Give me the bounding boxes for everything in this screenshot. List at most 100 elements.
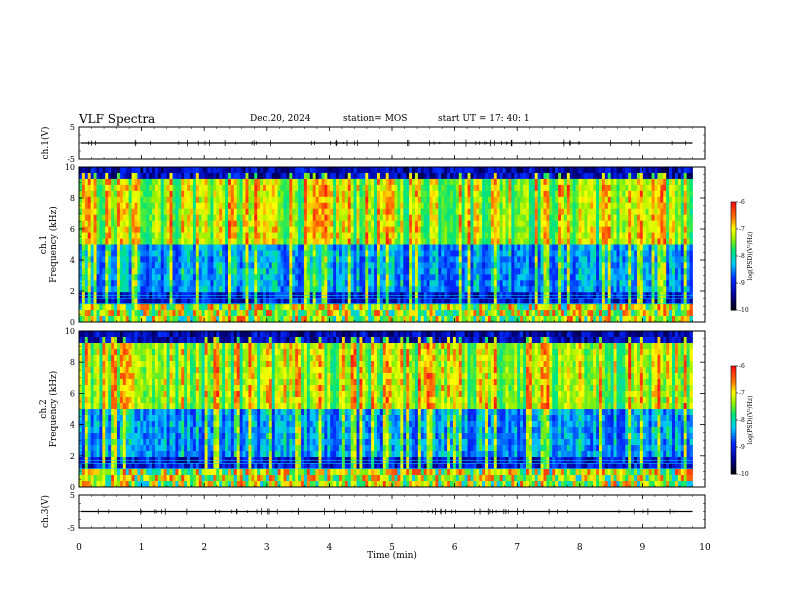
spectrogram-cell (274, 310, 279, 317)
spectrogram-cell (251, 238, 255, 245)
spectrogram-cell (365, 202, 369, 210)
spectrogram-cell (537, 316, 541, 323)
spectrogram-cell (391, 178, 395, 186)
spectrogram-cell (90, 220, 95, 228)
spectrogram-cell (420, 268, 425, 275)
spectrogram-cell (318, 250, 322, 257)
spectrogram-cell (347, 262, 352, 269)
spectrogram-cell (289, 310, 293, 317)
spectrogram-cell (499, 178, 503, 186)
spectrogram-cell (79, 304, 83, 311)
spectrogram-cell (458, 238, 463, 245)
spectrogram-cell (128, 220, 132, 228)
spectrogram-cell (169, 178, 173, 186)
spectrogram-cell (198, 232, 203, 239)
spectrogram-cell (388, 208, 392, 216)
spectrogram-cell (192, 214, 197, 222)
spectrogram-cell (406, 280, 410, 287)
spectrogram-cell (569, 214, 574, 222)
spectrogram-cell (277, 304, 281, 311)
spectrogram-cell (236, 262, 241, 269)
spectrogram-cell (403, 190, 407, 198)
spectrogram-cell (283, 244, 287, 251)
spectrogram-cell (490, 298, 495, 305)
spectrogram-cell (569, 244, 574, 251)
spectrogram-cell (379, 167, 384, 174)
spectrogram-cell (450, 316, 454, 323)
spectrogram-cell (230, 274, 235, 281)
spectrogram-cell (558, 280, 562, 287)
spectrogram-cell (330, 178, 334, 186)
spectrogram-cell (222, 226, 226, 233)
spectrogram-cell (520, 244, 524, 251)
spectrogram-cell (207, 172, 211, 180)
spectrogram-cell (406, 214, 410, 222)
spectrogram-cell (172, 286, 176, 293)
spectrogram-cell (412, 268, 416, 275)
spectrogram-cell (444, 202, 448, 210)
spectrogram-cell (298, 250, 302, 257)
spectrogram-cell (426, 172, 430, 180)
spectrogram-cell (184, 232, 188, 239)
spectrogram-cell (374, 286, 378, 293)
spectrogram-cell (96, 214, 100, 222)
spectrogram-cell (99, 250, 103, 257)
spectrogram-cell (213, 196, 217, 204)
spectrogram-cell (414, 167, 419, 174)
spectrogram-cell (371, 250, 375, 257)
spectrogram-cell (134, 274, 138, 281)
spectrogram-cell (230, 310, 235, 317)
spectrogram-cell (201, 184, 206, 192)
spectrogram-cell (263, 232, 267, 239)
spectrogram-cell (315, 274, 319, 281)
spectrogram-cell (365, 274, 369, 281)
spectrogram-cell (534, 190, 539, 198)
spectrogram-cell (166, 184, 170, 192)
spectrogram-cell (476, 298, 480, 305)
spectrogram-cell (473, 220, 477, 228)
spectrogram-cell (122, 316, 127, 323)
spectrogram-cell (435, 196, 439, 204)
spectrogram-cell (131, 244, 135, 251)
spectrogram-cell (490, 226, 495, 233)
spectrogram-cell (464, 262, 468, 269)
spectrogram-cell (93, 304, 97, 311)
spectrogram-cell (298, 202, 302, 210)
spectrogram-cell (464, 250, 468, 257)
spectrogram-cell (549, 280, 553, 287)
spectrogram-cell (108, 304, 112, 311)
spectrogram-cell (327, 184, 331, 192)
spectrogram-cell (137, 304, 141, 311)
spectrogram-cell (239, 268, 243, 275)
spectrogram-cell (248, 167, 252, 174)
spectrogram-cell (298, 286, 302, 293)
spectrogram-cell (575, 208, 579, 216)
spectrogram-cell (400, 262, 404, 269)
spectrogram-cell (552, 196, 556, 204)
spectrogram-cell (198, 316, 203, 323)
spectrogram-cell (280, 167, 284, 174)
spectrogram-cell (435, 167, 439, 174)
spectrogram-cell (426, 196, 430, 204)
spectrogram-cell (461, 262, 466, 269)
spectrogram-cell (581, 190, 585, 198)
spectrogram-cell (458, 208, 463, 216)
spectrogram-cell (190, 214, 194, 222)
spectrogram-cell (254, 178, 258, 186)
spectrogram-cell (587, 232, 591, 239)
spectrogram-cell (318, 256, 322, 263)
spectrogram-cell (455, 280, 460, 287)
spectrogram-cell (420, 298, 425, 305)
spectrogram-cell (201, 256, 206, 263)
spectrogram-cell (531, 280, 536, 287)
spectrogram-cell (292, 286, 296, 293)
spectrogram-cell (90, 232, 95, 239)
spectrogram-cell (344, 286, 349, 293)
spectrogram-cell (447, 250, 451, 257)
spectrogram-cell (87, 262, 92, 269)
spectrogram-cell (225, 190, 229, 198)
spectrogram-cell (523, 196, 527, 204)
spectrogram-cell (528, 274, 533, 281)
spectrogram-cell (140, 196, 144, 204)
spectrogram-cell (362, 304, 366, 311)
